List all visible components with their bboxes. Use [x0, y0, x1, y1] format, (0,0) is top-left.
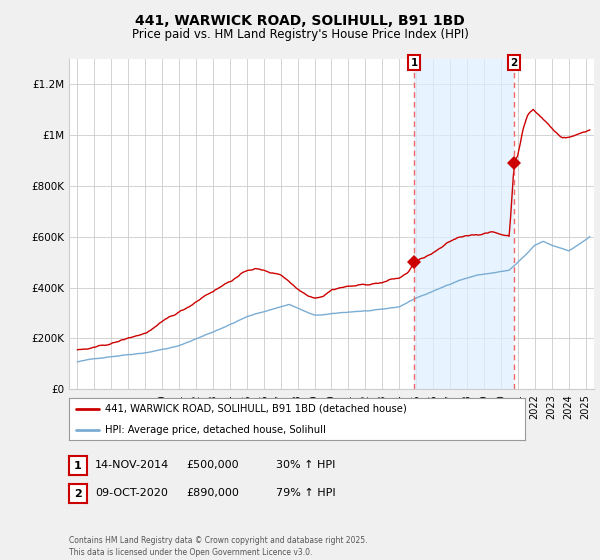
Text: 14-NOV-2014: 14-NOV-2014 — [95, 460, 169, 470]
Text: HPI: Average price, detached house, Solihull: HPI: Average price, detached house, Soli… — [104, 426, 325, 435]
Text: £890,000: £890,000 — [186, 488, 239, 498]
Text: Contains HM Land Registry data © Crown copyright and database right 2025.
This d: Contains HM Land Registry data © Crown c… — [69, 536, 367, 557]
Text: £500,000: £500,000 — [186, 460, 239, 470]
Text: 1: 1 — [74, 461, 82, 470]
Text: 441, WARWICK ROAD, SOLIHULL, B91 1BD: 441, WARWICK ROAD, SOLIHULL, B91 1BD — [135, 14, 465, 28]
Text: 441, WARWICK ROAD, SOLIHULL, B91 1BD (detached house): 441, WARWICK ROAD, SOLIHULL, B91 1BD (de… — [104, 404, 406, 414]
Bar — [414, 59, 514, 389]
Text: 09-OCT-2020: 09-OCT-2020 — [95, 488, 167, 498]
Text: 1: 1 — [410, 58, 418, 68]
Text: 30% ↑ HPI: 30% ↑ HPI — [276, 460, 335, 470]
Text: 2: 2 — [511, 58, 518, 68]
Text: 2: 2 — [74, 489, 82, 498]
Text: Price paid vs. HM Land Registry's House Price Index (HPI): Price paid vs. HM Land Registry's House … — [131, 28, 469, 41]
Text: 79% ↑ HPI: 79% ↑ HPI — [276, 488, 335, 498]
